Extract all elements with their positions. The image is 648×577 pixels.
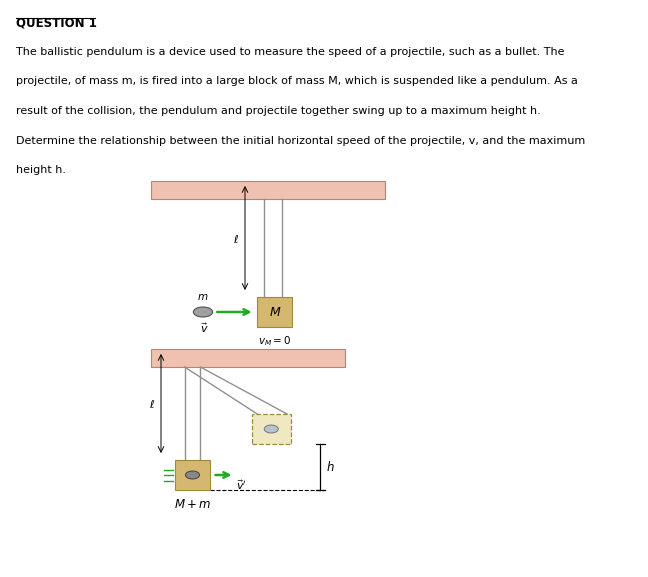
Text: $h$: $h$ [327, 460, 335, 474]
Bar [252, 414, 290, 444]
Text: QUESTION 1: QUESTION 1 [16, 17, 97, 30]
Text: Determine the relationship between the initial horizontal speed of the projectil: Determine the relationship between the i… [16, 136, 585, 145]
Text: result of the collision, the pendulum and projectile together swing up to a maxi: result of the collision, the pendulum an… [16, 106, 540, 116]
Text: $\vec{v}$: $\vec{v}$ [200, 321, 209, 335]
Ellipse shape [193, 307, 213, 317]
Ellipse shape [264, 425, 278, 433]
Bar [257, 297, 292, 327]
Text: height h.: height h. [16, 165, 65, 175]
Text: $\ell$: $\ell$ [149, 399, 155, 410]
Text: projectile, of mass m, is fired into a large block of mass M, which is suspended: projectile, of mass m, is fired into a l… [16, 77, 577, 87]
Ellipse shape [185, 471, 200, 479]
Bar [150, 349, 345, 367]
Text: $\ell$: $\ell$ [233, 233, 239, 245]
Bar [175, 460, 210, 490]
Text: $\vec{v}'$: $\vec{v}'$ [237, 478, 247, 492]
Text: The ballistic pendulum is a device used to measure the speed of a projectile, su: The ballistic pendulum is a device used … [16, 47, 564, 57]
Text: $m$: $m$ [197, 292, 209, 302]
Bar [150, 181, 385, 199]
Text: $M + m$: $M + m$ [174, 498, 211, 511]
Text: $M$: $M$ [268, 305, 281, 319]
Text: $v_M = 0$: $v_M = 0$ [258, 334, 292, 348]
